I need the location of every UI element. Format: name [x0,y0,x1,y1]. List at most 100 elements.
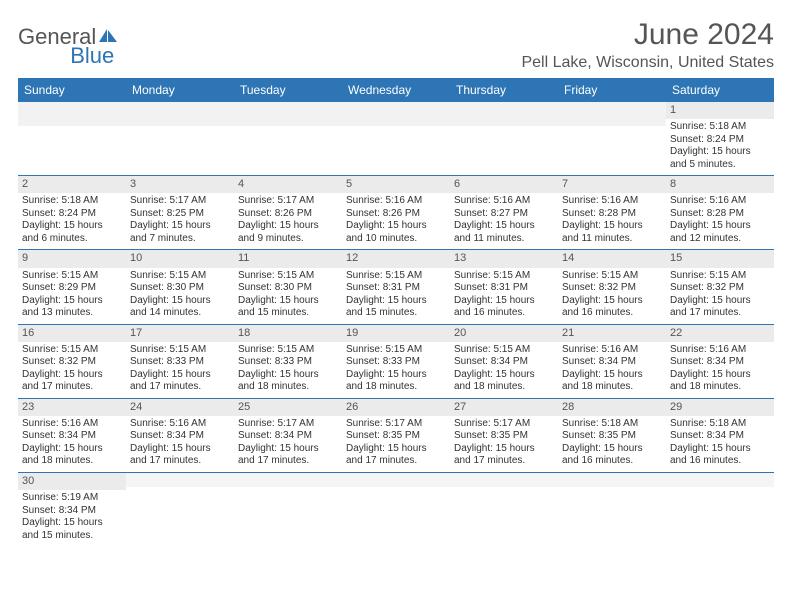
sunset-text: Sunset: 8:27 PM [454,208,554,221]
sunrise-text: Sunrise: 5:16 AM [562,195,662,208]
daylight-text: Daylight: 15 hours and 17 minutes. [346,443,446,468]
sunset-text: Sunset: 8:32 PM [562,282,662,295]
day-body: Sunrise: 5:18 AMSunset: 8:24 PMDaylight:… [18,193,126,249]
calendar-cell [558,473,666,546]
day-number [558,102,666,116]
day-number [342,473,450,487]
sunset-text: Sunset: 8:34 PM [562,356,662,369]
sunset-text: Sunset: 8:26 PM [346,208,446,221]
sunrise-text: Sunrise: 5:16 AM [670,344,770,357]
calendar-cell: 4Sunrise: 5:17 AMSunset: 8:26 PMDaylight… [234,176,342,249]
daylight-text: Daylight: 15 hours and 18 minutes. [346,369,446,394]
week-row: 1Sunrise: 5:18 AMSunset: 8:24 PMDaylight… [18,102,774,176]
week-row: 23Sunrise: 5:16 AMSunset: 8:34 PMDayligh… [18,399,774,473]
day-body: Sunrise: 5:16 AMSunset: 8:26 PMDaylight:… [342,193,450,249]
day-body: Sunrise: 5:15 AMSunset: 8:33 PMDaylight:… [234,342,342,398]
daylight-text: Daylight: 15 hours and 18 minutes. [562,369,662,394]
calendar-cell [558,102,666,175]
sunset-text: Sunset: 8:25 PM [130,208,230,221]
sunrise-text: Sunrise: 5:16 AM [130,418,230,431]
sunset-text: Sunset: 8:35 PM [562,430,662,443]
day-body: Sunrise: 5:15 AMSunset: 8:30 PMDaylight:… [234,268,342,324]
calendar-cell: 6Sunrise: 5:16 AMSunset: 8:27 PMDaylight… [450,176,558,249]
sunset-text: Sunset: 8:33 PM [346,356,446,369]
day-body: Sunrise: 5:16 AMSunset: 8:34 PMDaylight:… [18,416,126,472]
calendar-cell [450,102,558,175]
day-number: 1 [666,102,774,119]
sunrise-text: Sunrise: 5:15 AM [238,344,338,357]
day-body: Sunrise: 5:17 AMSunset: 8:35 PMDaylight:… [342,416,450,472]
day-number: 2 [18,176,126,193]
day-body [126,487,234,497]
dayheader-thursday: Thursday [450,78,558,102]
calendar-cell: 24Sunrise: 5:16 AMSunset: 8:34 PMDayligh… [126,399,234,472]
sunrise-text: Sunrise: 5:18 AM [22,195,122,208]
week-row: 30Sunrise: 5:19 AMSunset: 8:34 PMDayligh… [18,473,774,546]
sunset-text: Sunset: 8:28 PM [670,208,770,221]
day-body: Sunrise: 5:16 AMSunset: 8:34 PMDaylight:… [126,416,234,472]
day-body [342,487,450,497]
calendar-cell: 29Sunrise: 5:18 AMSunset: 8:34 PMDayligh… [666,399,774,472]
sunrise-text: Sunrise: 5:15 AM [454,344,554,357]
day-body [234,116,342,126]
calendar-cell: 21Sunrise: 5:16 AMSunset: 8:34 PMDayligh… [558,325,666,398]
daylight-text: Daylight: 15 hours and 16 minutes. [454,295,554,320]
calendar-cell: 11Sunrise: 5:15 AMSunset: 8:30 PMDayligh… [234,250,342,323]
sunset-text: Sunset: 8:30 PM [130,282,230,295]
day-body [558,116,666,126]
day-number: 13 [450,250,558,267]
daylight-text: Daylight: 15 hours and 5 minutes. [670,146,770,171]
day-body: Sunrise: 5:15 AMSunset: 8:31 PMDaylight:… [450,268,558,324]
sunset-text: Sunset: 8:26 PM [238,208,338,221]
sunrise-text: Sunrise: 5:17 AM [238,195,338,208]
day-number: 22 [666,325,774,342]
day-body [126,116,234,126]
day-number: 27 [450,399,558,416]
daylight-text: Daylight: 15 hours and 10 minutes. [346,220,446,245]
day-number [342,102,450,116]
week-row: 2Sunrise: 5:18 AMSunset: 8:24 PMDaylight… [18,176,774,250]
day-number: 10 [126,250,234,267]
daylight-text: Daylight: 15 hours and 13 minutes. [22,295,122,320]
calendar-cell: 9Sunrise: 5:15 AMSunset: 8:29 PMDaylight… [18,250,126,323]
sunset-text: Sunset: 8:29 PM [22,282,122,295]
calendar-cell: 17Sunrise: 5:15 AMSunset: 8:33 PMDayligh… [126,325,234,398]
calendar-cell: 26Sunrise: 5:17 AMSunset: 8:35 PMDayligh… [342,399,450,472]
sunset-text: Sunset: 8:24 PM [22,208,122,221]
sunset-text: Sunset: 8:34 PM [238,430,338,443]
daylight-text: Daylight: 15 hours and 12 minutes. [670,220,770,245]
day-body: Sunrise: 5:16 AMSunset: 8:28 PMDaylight:… [558,193,666,249]
sunset-text: Sunset: 8:34 PM [670,356,770,369]
daylight-text: Daylight: 15 hours and 18 minutes. [670,369,770,394]
calendar-cell: 18Sunrise: 5:15 AMSunset: 8:33 PMDayligh… [234,325,342,398]
logo-text-blue: Blue [70,45,114,67]
daylight-text: Daylight: 15 hours and 9 minutes. [238,220,338,245]
sunrise-text: Sunrise: 5:16 AM [454,195,554,208]
daylight-text: Daylight: 15 hours and 18 minutes. [454,369,554,394]
daylight-text: Daylight: 15 hours and 16 minutes. [670,443,770,468]
calendar-cell: 30Sunrise: 5:19 AMSunset: 8:34 PMDayligh… [18,473,126,546]
day-number: 26 [342,399,450,416]
day-number: 15 [666,250,774,267]
sunrise-text: Sunrise: 5:15 AM [238,270,338,283]
day-body: Sunrise: 5:16 AMSunset: 8:28 PMDaylight:… [666,193,774,249]
day-number: 23 [18,399,126,416]
sunset-text: Sunset: 8:35 PM [346,430,446,443]
calendar-cell [18,102,126,175]
day-body: Sunrise: 5:15 AMSunset: 8:33 PMDaylight:… [126,342,234,398]
dayheader-row: Sunday Monday Tuesday Wednesday Thursday… [18,78,774,102]
day-body: Sunrise: 5:16 AMSunset: 8:34 PMDaylight:… [666,342,774,398]
day-body: Sunrise: 5:18 AMSunset: 8:34 PMDaylight:… [666,416,774,472]
calendar-cell [234,102,342,175]
day-body: Sunrise: 5:17 AMSunset: 8:35 PMDaylight:… [450,416,558,472]
calendar-cell: 3Sunrise: 5:17 AMSunset: 8:25 PMDaylight… [126,176,234,249]
sunset-text: Sunset: 8:28 PM [562,208,662,221]
sunset-text: Sunset: 8:34 PM [670,430,770,443]
daylight-text: Daylight: 15 hours and 17 minutes. [454,443,554,468]
day-number [450,473,558,487]
day-body [18,116,126,126]
sunrise-text: Sunrise: 5:15 AM [130,344,230,357]
day-body: Sunrise: 5:15 AMSunset: 8:32 PMDaylight:… [558,268,666,324]
daylight-text: Daylight: 15 hours and 15 minutes. [238,295,338,320]
calendar-cell: 10Sunrise: 5:15 AMSunset: 8:30 PMDayligh… [126,250,234,323]
